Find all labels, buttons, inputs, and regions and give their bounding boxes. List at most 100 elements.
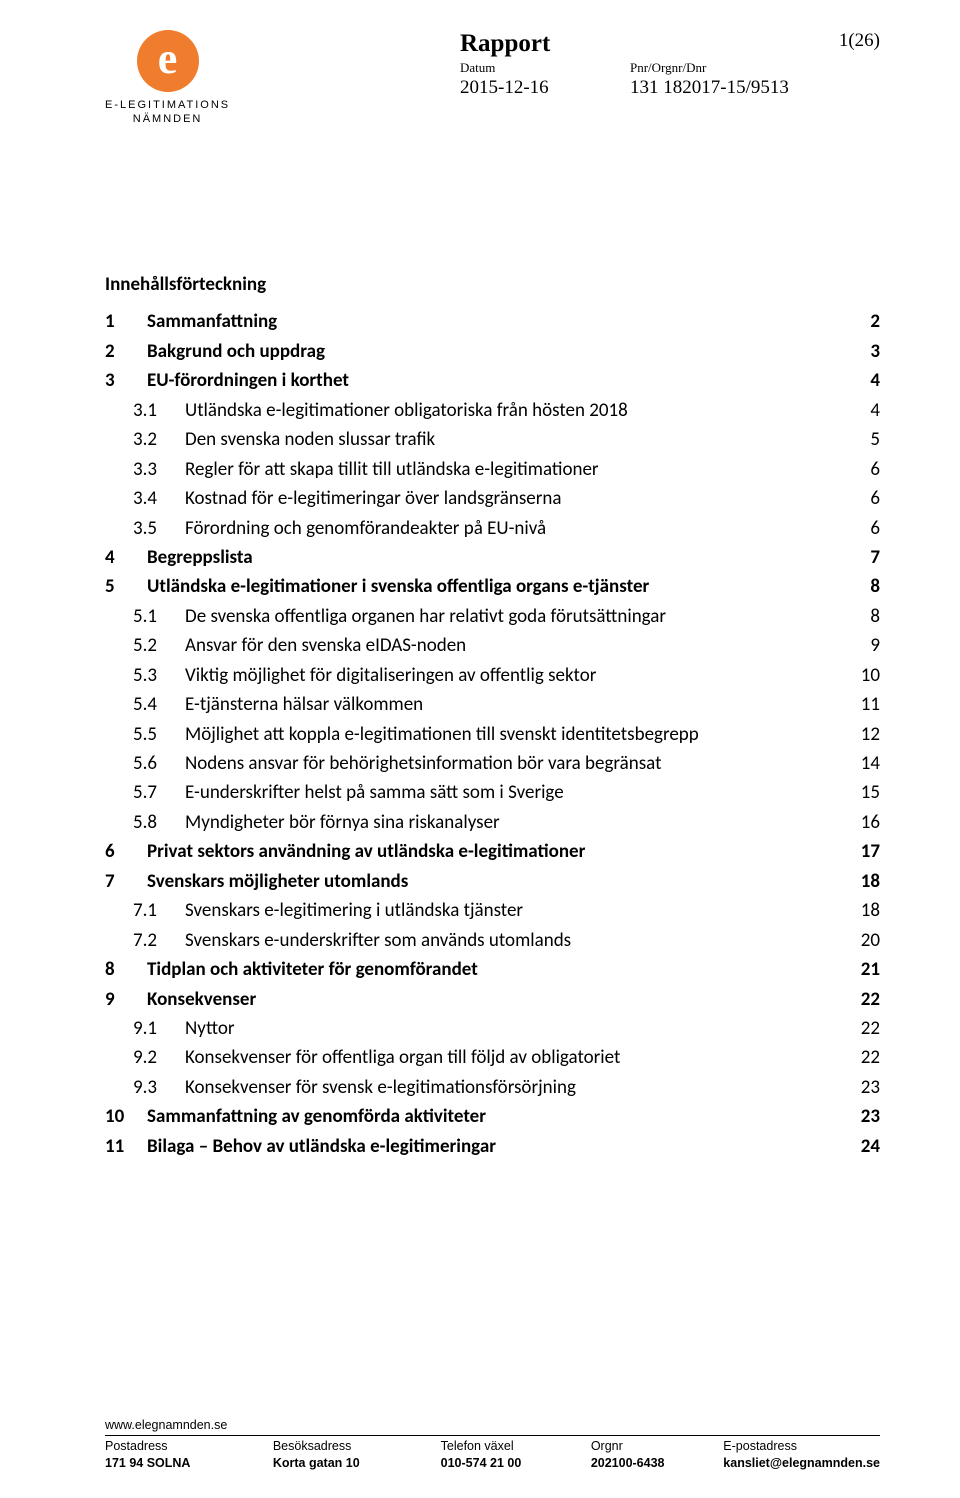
footer-col-postadress: Postadress 171 94 SOLNA [105,1438,273,1472]
document-type-title: Rapport [460,30,830,58]
toc-entry: 9.2Konsekvenser för offentliga organ til… [105,1043,880,1072]
footer-value: Korta gatan 10 [273,1455,441,1472]
toc-entry-text: Myndigheter bör förnya sina riskanalyser [185,808,852,837]
toc-entry-page: 18 [852,896,880,925]
footer-label: E-postadress [723,1438,880,1455]
toc-entry-number: 10 [105,1102,147,1131]
toc-entry-text: Privat sektors användning av utländska e… [147,837,852,866]
toc-entry: 5.4E-tjänsterna hälsar välkommen11 [105,690,880,719]
toc-entry-text: Begreppslista [147,543,852,572]
toc-entry-text: Tidplan och aktiviteter för genomförande… [147,955,852,984]
toc-entry-page: 2 [852,307,880,336]
toc-entry-number: 6 [105,837,147,866]
footer-value: 202100-6438 [591,1455,723,1472]
toc-entry: 5.3Viktig möjlighet för digitaliseringen… [105,661,880,690]
toc-entry-text: Nyttor [185,1014,852,1043]
date-value: 2015-12-16 [460,77,630,100]
toc-entry-page: 20 [852,926,880,955]
toc-entry-page: 21 [852,955,880,984]
toc-entry: 3.4Kostnad för e-legitimeringar över lan… [105,484,880,513]
logo-text-line2: NÄMNDEN [133,112,203,126]
footer-label: Orgnr [591,1438,723,1455]
footer-col-orgnr: Orgnr 202100-6438 [591,1438,723,1472]
toc-entry-page: 23 [852,1102,880,1131]
toc-entry-page: 11 [852,690,880,719]
toc-entry-page: 24 [852,1132,880,1161]
toc-entry: 10Sammanfattning av genomförda aktivitet… [105,1102,880,1131]
toc-entry-page: 17 [852,837,880,866]
toc-entry: 5.5Möjlighet att koppla e-legitimationen… [105,720,880,749]
toc-entry-text: Viktig möjlighet för digitaliseringen av… [185,661,852,690]
toc-entry-text: Konsekvenser [147,985,852,1014]
toc-entry-page: 8 [852,572,880,601]
footer-value: kansliet@elegnamnden.se [723,1455,880,1472]
footer-col-epost: E-postadress kansliet@elegnamnden.se [723,1438,880,1472]
toc-entry-text: Möjlighet att koppla e-legitimationen ti… [185,720,852,749]
toc-entry: 3.2Den svenska noden slussar trafik5 [105,425,880,454]
toc-entry-page: 9 [852,631,880,660]
toc-entry: 1Sammanfattning2 [105,307,880,336]
toc-entry-number: 5.3 [133,661,185,690]
toc-entry-number: 3.5 [133,514,185,543]
logo-circle-icon: e [137,30,199,92]
toc-entry-number: 5.2 [133,631,185,660]
toc-entry-text: Utländska e-legitimationer obligatoriska… [185,396,852,425]
toc-entry: 5Utländska e-legitimationer i svenska of… [105,572,880,601]
toc-entry: 8Tidplan och aktiviteter för genomförand… [105,955,880,984]
ref-value: 131 182017-15/9513 [630,77,830,100]
toc-entry-number: 5 [105,572,147,601]
footer-value: 171 94 SOLNA [105,1455,273,1472]
toc-entry: 7Svenskars möjligheter utomlands18 [105,867,880,896]
toc-entry-number: 11 [105,1132,147,1161]
toc-entry-page: 22 [852,1014,880,1043]
toc-entry-text: Nodens ansvar för behörighetsinformation… [185,749,852,778]
toc-entry-page: 16 [852,808,880,837]
toc-entry-page: 15 [852,778,880,807]
toc-entry-text: Bilaga – Behov av utländska e-legitimeri… [147,1132,852,1161]
toc-entry-text: E-underskrifter helst på samma sätt som … [185,778,852,807]
toc-entry-text: Konsekvenser för svensk e-legitimationsf… [185,1073,852,1102]
toc-entry-number: 3 [105,366,147,395]
toc-entry: 7.1Svenskars e-legitimering i utländska … [105,896,880,925]
logo-text-line1: E-LEGITIMATIONS [105,98,230,112]
page-header: e E-LEGITIMATIONS NÄMNDEN Rapport Datum … [105,30,880,180]
content-area: Innehållsförteckning 1Sammanfattning22Ba… [105,270,880,1161]
toc-entry-page: 18 [852,867,880,896]
toc-entry-text: Svenskars e-underskrifter som används ut… [185,926,852,955]
toc-entry-text: Ansvar för den svenska eIDAS-noden [185,631,852,660]
toc-entry-page: 6 [852,514,880,543]
toc-entry-page: 23 [852,1073,880,1102]
toc-entry: 5.1De svenska offentliga organen har rel… [105,602,880,631]
toc-entry-page: 22 [852,1043,880,1072]
toc-entry-text: E-tjänsterna hälsar välkommen [185,690,852,719]
toc-entry: 5.7E-underskrifter helst på samma sätt s… [105,778,880,807]
toc-entry: 3EU-förordningen i korthet4 [105,366,880,395]
toc-entry-text: Sammanfattning [147,307,852,336]
toc-entry-number: 5.1 [133,602,185,631]
toc-entry-page: 4 [852,366,880,395]
toc-entry-page: 12 [852,720,880,749]
toc-entry-page: 8 [852,602,880,631]
toc-entry-number: 9.1 [133,1014,185,1043]
toc-entry-page: 10 [852,661,880,690]
footer-value: 010-574 21 00 [441,1455,591,1472]
toc-entry-number: 3.3 [133,455,185,484]
toc-entry: 9Konsekvenser22 [105,985,880,1014]
toc-entry: 4Begreppslista7 [105,543,880,572]
toc-entry-number: 9.3 [133,1073,185,1102]
toc-entry-text: Regler för att skapa tillit till utländs… [185,455,852,484]
toc-entry-text: Svenskars e-legitimering i utländska tjä… [185,896,852,925]
document-page: e E-LEGITIMATIONS NÄMNDEN Rapport Datum … [0,0,960,1498]
date-label: Datum [460,60,630,76]
toc-entry-page: 3 [852,337,880,366]
toc-entry-number: 4 [105,543,147,572]
toc-entry: 2Bakgrund och uppdrag3 [105,337,880,366]
toc-entry: 11Bilaga – Behov av utländska e-legitime… [105,1132,880,1161]
toc-entry-page: 7 [852,543,880,572]
toc-entry-number: 7 [105,867,147,896]
toc-entry: 9.3Konsekvenser för svensk e-legitimatio… [105,1073,880,1102]
footer-label: Telefon växel [441,1438,591,1455]
toc-entry: 9.1Nyttor22 [105,1014,880,1043]
toc-entry-text: Sammanfattning av genomförda aktiviteter [147,1102,852,1131]
toc-entry-text: Utländska e-legitimationer i svenska off… [147,572,852,601]
